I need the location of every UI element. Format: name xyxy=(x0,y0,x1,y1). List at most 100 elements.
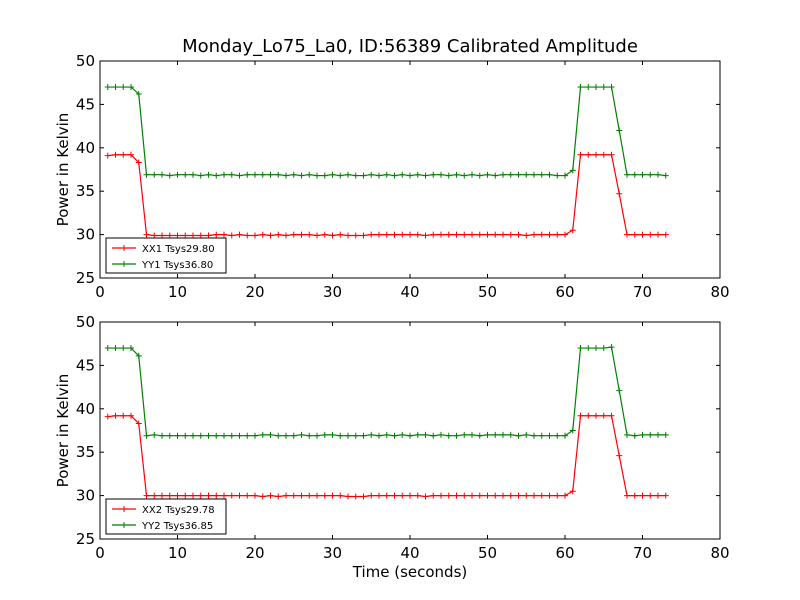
data-point xyxy=(523,171,530,178)
data-point xyxy=(205,232,212,239)
data-point xyxy=(213,432,220,439)
y-tick-label: 50 xyxy=(76,52,95,70)
y-tick-label: 45 xyxy=(76,95,95,113)
data-point xyxy=(345,171,351,178)
data-point xyxy=(151,232,158,239)
data-point xyxy=(593,412,599,419)
legend-box xyxy=(105,237,227,274)
data-point xyxy=(569,427,576,434)
data-point xyxy=(306,231,313,238)
data-point xyxy=(407,492,413,499)
data-point xyxy=(376,492,382,499)
legend-box xyxy=(105,498,227,535)
data-point xyxy=(345,493,351,500)
data-point xyxy=(538,432,545,439)
data-point xyxy=(476,492,483,499)
data-point xyxy=(391,492,398,499)
data-point xyxy=(221,171,227,178)
legend-label: XX1 Tsys29.80 xyxy=(142,244,215,255)
data-point xyxy=(275,171,282,178)
x-tick-label: 40 xyxy=(400,544,419,562)
data-point xyxy=(197,232,204,239)
legend-label: YY1 Tsys36.80 xyxy=(141,260,213,271)
data-point xyxy=(585,151,592,158)
data-point xyxy=(143,432,150,439)
data-point xyxy=(391,172,398,179)
data-point xyxy=(135,420,142,427)
data-point xyxy=(306,171,313,178)
data-point xyxy=(492,231,499,238)
y-tick-label: 40 xyxy=(76,139,95,157)
data-point xyxy=(314,492,320,499)
data-point xyxy=(608,151,615,158)
data-point xyxy=(507,431,514,438)
data-point xyxy=(135,159,142,166)
y-tick-label: 35 xyxy=(76,182,95,200)
data-point xyxy=(438,492,444,499)
data-point xyxy=(337,432,344,439)
data-point xyxy=(507,231,514,238)
data-point xyxy=(104,84,111,91)
data-point xyxy=(120,151,127,158)
data-point xyxy=(298,492,305,499)
data-point xyxy=(104,413,111,420)
data-point xyxy=(453,432,460,439)
data-point xyxy=(337,172,344,179)
data-point xyxy=(197,172,204,179)
data-point xyxy=(314,432,320,439)
data-point xyxy=(290,231,297,238)
data-point xyxy=(298,231,305,238)
data-point xyxy=(461,431,468,438)
data-point xyxy=(399,492,406,499)
data-point xyxy=(159,232,165,239)
legend: XX2 Tsys29.78 YY2 Tsys36.85 xyxy=(105,498,227,535)
x-tick-label: 0 xyxy=(95,544,105,562)
data-point xyxy=(469,431,475,438)
data-point xyxy=(337,492,344,499)
data-point xyxy=(608,84,615,91)
x-tick-label: 70 xyxy=(633,283,652,301)
x-tick-label: 30 xyxy=(323,544,342,562)
data-point xyxy=(577,345,584,352)
data-point xyxy=(546,492,553,499)
data-point xyxy=(213,492,220,499)
data-point xyxy=(228,171,235,178)
data-point xyxy=(399,431,406,438)
x-tick-label: 10 xyxy=(168,544,187,562)
data-point xyxy=(647,492,654,499)
legend-swatch-marker xyxy=(121,522,127,528)
x-tick-label: 40 xyxy=(400,283,419,301)
data-point xyxy=(662,172,669,179)
data-point xyxy=(414,171,421,178)
data-point xyxy=(600,345,607,352)
x-tick-label: 60 xyxy=(555,283,574,301)
data-point xyxy=(352,172,359,179)
data-point xyxy=(112,412,119,419)
data-point xyxy=(624,171,630,178)
data-point xyxy=(484,231,491,238)
data-point xyxy=(631,432,638,439)
data-point xyxy=(538,171,545,178)
data-point xyxy=(205,492,212,499)
data-point xyxy=(267,492,274,499)
data-point xyxy=(655,431,661,438)
data-point xyxy=(228,432,235,439)
data-point xyxy=(213,231,220,238)
x-tick-label: 20 xyxy=(245,283,264,301)
legend-label: YY2 Tsys36.85 xyxy=(141,521,213,532)
data-point xyxy=(577,84,584,91)
data-point xyxy=(616,190,623,197)
data-point xyxy=(438,431,444,438)
data-point xyxy=(376,432,382,439)
data-point xyxy=(337,231,344,238)
x-axis-label: Time (seconds) xyxy=(352,563,468,581)
data-point xyxy=(174,232,181,239)
data-point xyxy=(647,171,654,178)
data-point xyxy=(624,492,630,499)
data-point xyxy=(608,412,615,419)
data-point xyxy=(593,345,599,352)
data-point xyxy=(221,432,227,439)
data-point xyxy=(453,492,460,499)
data-point xyxy=(174,171,181,178)
data-point xyxy=(329,171,336,178)
